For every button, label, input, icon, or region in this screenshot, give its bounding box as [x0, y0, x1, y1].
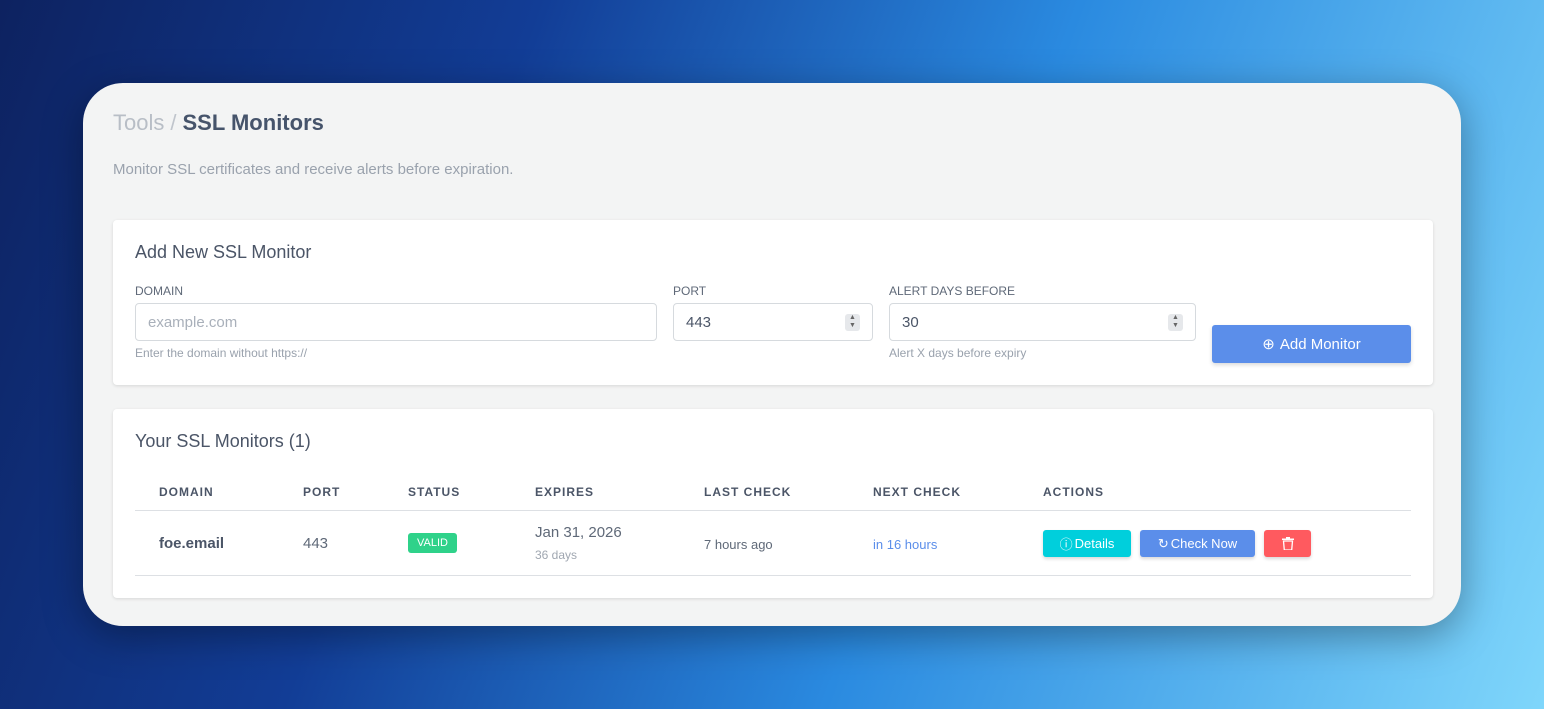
add-monitor-label: Add Monitor [1279, 335, 1361, 353]
trash-icon [1281, 537, 1294, 550]
details-label: Details [1074, 536, 1115, 551]
check-now-button[interactable]: ↻ Check Now [1140, 530, 1255, 557]
monitors-card: Your SSL Monitors (1) DOMAIN PORT STATUS… [113, 409, 1433, 598]
port-label: PORT [673, 284, 707, 298]
port-value: 443 [686, 314, 712, 331]
divider [135, 575, 1411, 576]
alert-days-input[interactable]: 30 ▲ ▼ [889, 303, 1196, 341]
col-status: STATUS [408, 485, 461, 499]
col-expires: EXPIRES [535, 485, 595, 499]
monitors-title: Your SSL Monitors (1) [135, 431, 311, 451]
col-last-check: LAST CHECK [704, 485, 792, 499]
breadcrumb-separator: / [170, 110, 177, 135]
row-next-check: in 16 hours [873, 537, 938, 552]
stepper-icon[interactable]: ▲ ▼ [845, 314, 860, 331]
add-monitor-button[interactable]: ⊕ Add Monitor [1212, 325, 1411, 363]
alert-days-hint: Alert X days before expiry [889, 346, 1027, 360]
plus-circle-icon: ⊕ [1262, 336, 1275, 353]
col-actions: ACTIONS [1043, 485, 1104, 499]
domain-hint: Enter the domain without https:// [135, 346, 308, 360]
alert-days-label: ALERT DAYS BEFORE [889, 284, 1016, 298]
col-port: PORT [303, 485, 341, 499]
check-now-label: Check Now [1170, 536, 1238, 551]
info-icon: ⓘ [1059, 537, 1073, 552]
row-port: 443 [303, 535, 329, 552]
breadcrumb-tools[interactable]: Tools [113, 110, 165, 135]
page-subtitle: Monitor SSL certificates and receive ale… [113, 161, 514, 178]
stepper-icon[interactable]: ▲ ▼ [1168, 314, 1183, 331]
col-domain: DOMAIN [159, 485, 214, 499]
row-expires: Jan 31, 2026 [535, 524, 622, 541]
refresh-icon: ↻ [1157, 535, 1169, 551]
row-last-check: 7 hours ago [704, 537, 773, 552]
status-badge: VALID [408, 533, 457, 553]
add-monitor-card: Add New SSL Monitor DOMAIN example.com E… [113, 220, 1433, 385]
domain-label: DOMAIN [135, 284, 183, 298]
main-panel: Tools / SSL Monitors Monitor SSL certifica… [83, 83, 1461, 626]
details-button[interactable]: ⓘ Details [1043, 530, 1131, 557]
port-input[interactable]: 443 ▲ ▼ [673, 303, 873, 341]
domain-input[interactable]: example.com [135, 303, 657, 341]
divider [135, 510, 1411, 511]
page-title: SSL Monitors [182, 110, 324, 135]
delete-button[interactable] [1264, 530, 1311, 557]
breadcrumb: Tools / SSL Monitors [113, 110, 324, 136]
row-expires-in: 36 days [535, 548, 578, 562]
alert-days-value: 30 [902, 314, 919, 331]
add-monitor-title: Add New SSL Monitor [135, 242, 312, 262]
col-next-check: NEXT CHECK [873, 485, 962, 499]
row-domain: foe.email [159, 535, 225, 552]
